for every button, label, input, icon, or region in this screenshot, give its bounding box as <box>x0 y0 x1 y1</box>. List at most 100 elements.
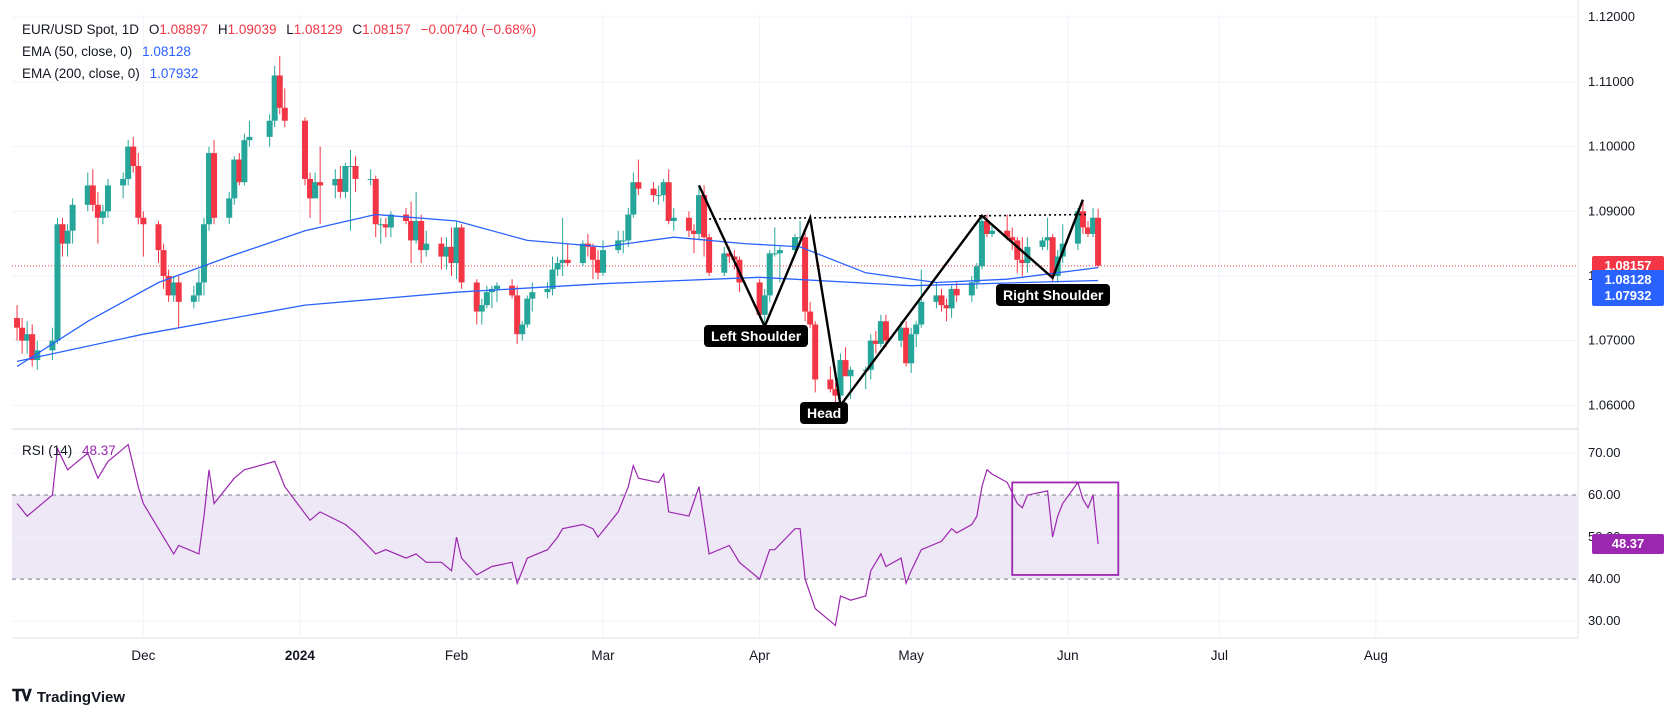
candle-body <box>317 182 324 186</box>
candle-body <box>34 350 41 361</box>
rsi-value: 48.37 <box>82 443 116 458</box>
candle-body <box>867 340 874 370</box>
candle-body <box>301 120 308 179</box>
candle-body <box>797 237 804 239</box>
candle-body <box>19 327 26 341</box>
candle-body <box>918 301 925 325</box>
time-tick-label: Mar <box>591 648 615 663</box>
candle-body <box>64 230 71 244</box>
candle-body <box>372 178 379 225</box>
candle-body <box>973 266 980 283</box>
time-tick-label: Dec <box>131 648 155 663</box>
candle-body <box>347 166 354 168</box>
candle-body <box>756 282 763 315</box>
candle-body <box>104 185 111 212</box>
symbol-label: EUR/USD Spot, 1D <box>22 22 140 37</box>
candle-body <box>802 237 809 312</box>
candle-body <box>438 243 445 257</box>
candle-body <box>1039 240 1046 247</box>
ema50-value: 1.08128 <box>142 44 191 59</box>
ema50-line <box>16 213 1099 368</box>
candle-body <box>413 221 420 241</box>
candle-body <box>377 224 384 226</box>
candle-body <box>14 318 21 328</box>
candle-body <box>554 263 561 270</box>
candle-body <box>1079 211 1086 228</box>
candle-body <box>241 140 248 183</box>
candle-body <box>231 159 238 199</box>
candle-body <box>195 282 202 296</box>
candle-body <box>594 259 601 273</box>
candle-body <box>352 166 359 179</box>
ema200-legend: EMA (200, close, 0) 1.07932 <box>22 66 198 81</box>
candle-body <box>877 321 884 344</box>
neckline-dotted <box>709 213 1089 220</box>
candle-body <box>49 340 56 351</box>
candle-body <box>766 253 773 296</box>
candle-body <box>524 298 531 325</box>
ema200-value: 1.07932 <box>149 66 199 81</box>
candle-body <box>529 292 536 299</box>
candle-body <box>337 178 344 192</box>
candle-body <box>423 243 430 251</box>
tradingview-brand[interactable]: 𝐓𝐕 TradingView <box>12 688 125 706</box>
time-tick-label: Jul <box>1211 648 1228 663</box>
candle-body <box>650 188 657 196</box>
candle-body <box>589 246 596 260</box>
right-shoulder-label: Right Shoulder <box>996 284 1111 306</box>
candle-body <box>847 369 854 377</box>
candle-body <box>655 195 662 197</box>
candle-body <box>165 275 172 296</box>
candle-body <box>276 75 283 108</box>
candle-body <box>408 221 415 241</box>
candle-body <box>170 282 177 296</box>
candle-body <box>312 182 319 199</box>
price-tick-label: 1.09000 <box>1588 203 1635 218</box>
candle-body <box>514 295 521 335</box>
rsi-tick-label: 60.00 <box>1588 487 1621 502</box>
candle-body <box>908 334 915 364</box>
candle-body <box>665 182 672 221</box>
candle-body <box>630 182 637 215</box>
candle-body <box>246 136 253 141</box>
candle-body <box>579 243 586 264</box>
candle-body <box>721 253 728 273</box>
candle-body <box>776 250 783 254</box>
candle-body <box>953 288 960 296</box>
ema200-line <box>16 276 1099 363</box>
candle-body <box>382 224 389 228</box>
candle-body <box>206 153 213 225</box>
price-tick-label: 1.11000 <box>1588 74 1634 89</box>
time-tick-label: Feb <box>445 648 468 663</box>
candle-body <box>564 259 571 264</box>
candle-body <box>236 159 243 183</box>
candle-body <box>448 246 455 264</box>
close-value: 1.08157 <box>362 22 411 37</box>
open-value: 1.08897 <box>159 22 209 37</box>
candle-body <box>792 237 798 251</box>
candle-body <box>307 178 314 199</box>
price-tick-label: 1.07000 <box>1588 333 1635 348</box>
close-label: C <box>352 22 363 37</box>
candle-body <box>1044 237 1051 241</box>
candle-body <box>458 227 465 283</box>
candle-body <box>898 327 905 341</box>
candle-body <box>989 230 996 234</box>
candle-body <box>24 334 31 341</box>
candle-body <box>29 334 36 361</box>
candle-body <box>387 214 394 228</box>
candle-body <box>418 221 425 251</box>
candle-body <box>281 107 288 121</box>
left-shoulder-label: Left Shoulder <box>704 325 809 347</box>
candle-body <box>635 182 642 189</box>
low-label: L <box>286 22 294 37</box>
candle-body <box>54 224 61 341</box>
candle-body <box>89 185 96 205</box>
candle-body <box>670 217 677 221</box>
candle-body <box>155 224 162 251</box>
candle-body <box>812 324 819 380</box>
time-tick-label: Apr <box>749 648 771 663</box>
candle-body <box>968 282 975 296</box>
rsi-tick-label: 40.00 <box>1588 571 1621 586</box>
